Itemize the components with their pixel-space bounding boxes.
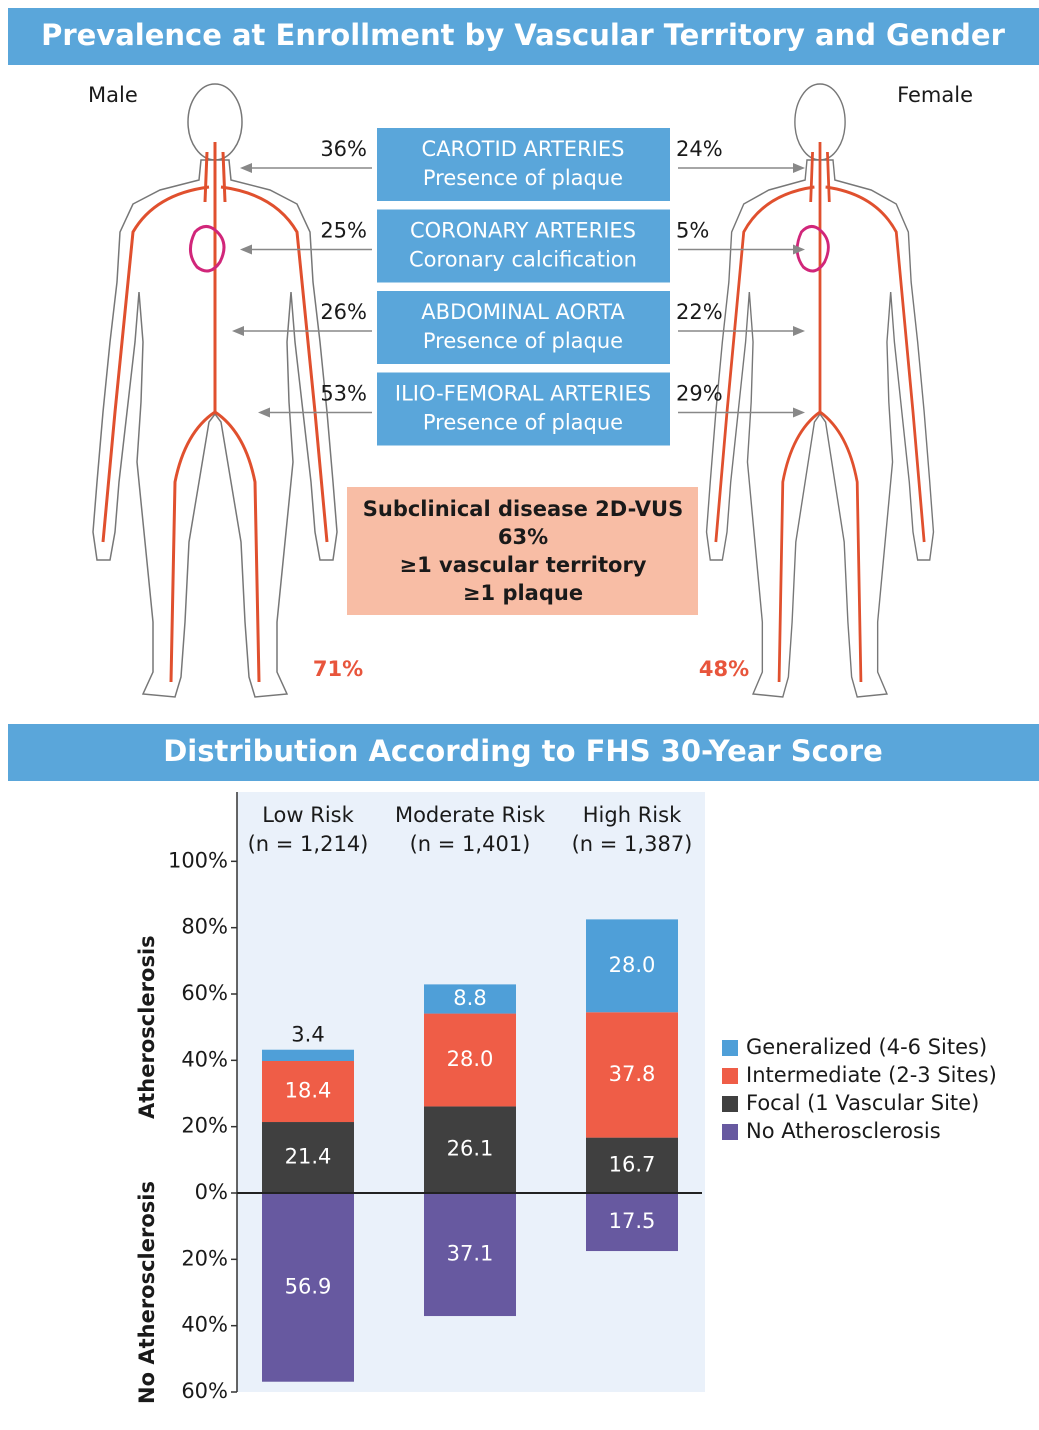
data-label: 17.5 [609,1209,656,1233]
infographic: Prevalence at Enrollment by Vascular Ter… [0,0,1039,1430]
male-percent: 25% [320,219,367,243]
body-figure [93,84,337,697]
body-figure [707,84,934,697]
legend-label: Intermediate (2-3 Sites) [746,1063,997,1087]
data-label: 56.9 [285,1274,332,1298]
category-label: Moderate Risk [395,803,546,827]
data-label: 21.4 [285,1145,332,1169]
territory-measure: Presence of plaque [423,411,623,435]
data-label: 28.0 [609,953,656,977]
male-percent: 36% [320,137,367,161]
legend-label: Generalized (4-6 Sites) [746,1035,987,1059]
data-label: 8.8 [453,986,486,1010]
y-axis-label: Atherosclerosis [135,935,159,1119]
y-tick-label: 80% [181,915,228,939]
female-total: 48% [699,657,749,681]
data-label: 26.1 [447,1137,494,1161]
legend-swatch [722,1124,738,1140]
male-label: Male [88,83,138,107]
y-tick-label: 20% [181,1114,228,1138]
category-count: (n = 1,214) [248,832,369,856]
male-total: 71% [313,657,363,681]
territory-name: ABDOMINAL AORTA [421,300,625,324]
bar-segment [262,1050,354,1061]
chart-title: Distribution According to FHS 30-Year Sc… [163,734,883,768]
territory-measure: Presence of plaque [423,329,623,353]
data-label: 37.1 [447,1242,494,1266]
summary-line: ≥1 vascular territory [399,553,646,577]
female-percent: 24% [676,137,723,161]
summary-line: Subclinical disease 2D-VUS [363,497,683,521]
legend-swatch [722,1068,738,1084]
data-label: 18.4 [285,1079,332,1103]
female-percent: 22% [676,300,723,324]
female-percent: 29% [676,382,723,406]
y-tick-label: 60% [181,981,228,1005]
male-percent: 53% [320,382,367,406]
category-label: High Risk [583,803,682,827]
female-label: Female [897,83,973,107]
data-label: 3.4 [291,1023,324,1047]
territory-measure: Coronary calcification [409,248,637,272]
header-title: Prevalence at Enrollment by Vascular Ter… [41,18,1006,52]
male-percent: 26% [320,300,367,324]
legend-swatch [722,1096,738,1112]
y-tick-label: 40% [181,1313,228,1337]
territory-measure: Presence of plaque [423,166,623,190]
arrow-head [793,163,805,173]
female-percent: 5% [676,219,709,243]
y-tick-label: 20% [181,1246,228,1270]
legend-swatch [722,1040,738,1056]
territory-name: ILIO-FEMORAL ARTERIES [395,382,651,406]
legend-label: Focal (1 Vascular Site) [746,1091,979,1115]
legend-label: No Atherosclerosis [746,1119,941,1143]
territory-name: CORONARY ARTERIES [410,219,636,243]
data-label: 37.8 [609,1062,656,1086]
category-label: Low Risk [262,803,354,827]
territory-name: CAROTID ARTERIES [422,137,625,161]
y-tick-label: 0% [195,1180,228,1204]
y-tick-label: 60% [181,1379,228,1403]
data-label: 28.0 [447,1047,494,1071]
y-tick-label: 100% [168,848,228,872]
y-tick-label: 40% [181,1047,228,1071]
summary-line: 63% [498,525,548,549]
category-count: (n = 1,387) [572,832,693,856]
data-label: 16.7 [609,1152,656,1176]
arrow-head [240,163,252,173]
category-count: (n = 1,401) [410,832,531,856]
y-axis-label: No Atherosclerosis [135,1181,159,1404]
summary-line: ≥1 plaque [463,581,583,605]
